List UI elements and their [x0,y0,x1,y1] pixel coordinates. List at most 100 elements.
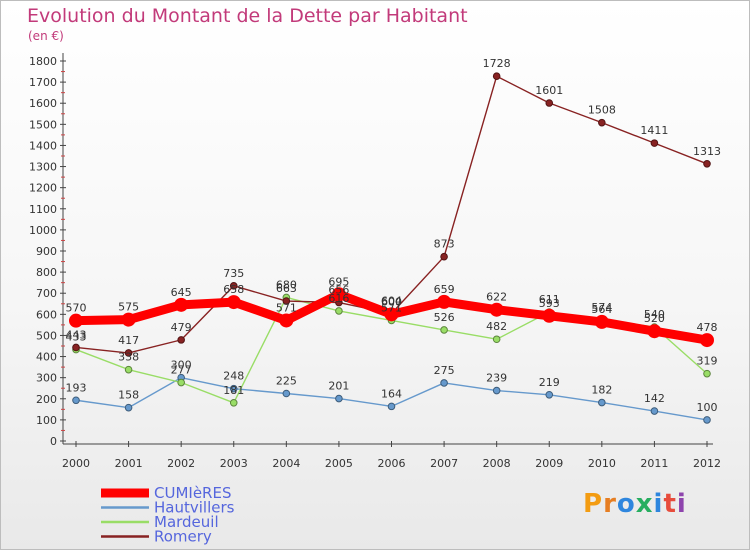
data-label: 275 [434,364,455,377]
y-tick-label: 1600 [29,97,57,110]
logo-letter: r [603,489,617,519]
data-point [647,324,662,339]
data-point [335,307,343,315]
data-label: 443 [66,328,87,341]
data-point [331,287,346,302]
data-label: 1728 [483,57,511,70]
data-label: 158 [118,389,139,402]
y-tick-label: 1200 [29,182,57,195]
data-label: 225 [276,375,297,388]
data-point [177,336,185,344]
data-label: 564 [591,303,612,316]
data-label: 482 [486,320,507,333]
data-label: 611 [539,293,560,306]
y-tick-label: 1100 [29,203,57,216]
data-label: 571 [276,301,297,314]
y-tick-label: 1400 [29,139,57,152]
y-tick-label: 800 [36,266,57,279]
data-point [124,365,133,374]
x-tick-label: 2001 [115,457,143,470]
legend-label: Mardeuil [154,513,219,531]
data-label: 659 [434,283,455,296]
x-tick-label: 2002 [167,457,195,470]
data-label: 1313 [693,145,721,158]
data-point [174,297,189,312]
data-label: 574 [591,301,612,314]
data-label: 593 [539,297,560,310]
data-label: 1508 [588,104,616,117]
x-tick-label: 2010 [588,457,616,470]
proxiti-logo: Proxiti [583,489,687,519]
data-label: 479 [171,321,192,334]
data-point [650,407,659,415]
data-point [545,99,554,107]
data-point [229,398,238,407]
data-point [598,118,606,127]
data-label: 248 [223,370,244,383]
data-label: 600 [381,295,402,308]
data-point [489,302,504,317]
data-point [492,72,501,80]
data-point [279,313,294,328]
data-label: 100 [697,401,718,414]
legend-label: CUMIèRES [154,484,231,502]
data-label: 164 [381,387,402,400]
data-label: 417 [118,334,139,347]
legend-label: Romery [154,528,212,546]
x-tick-label: 2003 [220,457,248,470]
data-point [650,139,659,147]
y-tick-label: 400 [36,351,57,364]
data-label: 540 [644,308,665,321]
data-point [545,390,554,399]
x-tick-label: 2007 [430,457,458,470]
x-tick-label: 2009 [535,457,563,470]
data-label: 239 [486,372,507,385]
y-tick-label: 900 [36,245,57,258]
data-label: 575 [118,301,139,314]
data-label: 277 [171,364,192,377]
data-point [177,378,185,387]
x-tick-label: 2005 [325,457,353,470]
logo-letter: i [653,489,664,519]
data-point [492,335,501,344]
data-point [440,326,448,334]
data-label: 658 [223,283,244,296]
legend-label: Hautvillers [154,499,235,517]
data-point [282,297,291,305]
y-tick-label: 300 [36,372,57,385]
data-point [703,369,711,378]
x-tick-label: 2004 [272,457,300,470]
x-tick-label: 2008 [483,457,511,470]
data-label: 478 [697,321,718,334]
data-point [69,313,83,328]
y-tick-label: 1500 [29,118,57,131]
data-point [440,379,448,387]
data-label: 319 [697,355,718,368]
data-label: 873 [434,238,455,251]
data-point [72,396,80,405]
data-label: 182 [591,384,612,397]
y-tick-label: 600 [36,308,57,321]
logo-letter: t [663,489,677,519]
chart-subtitle: (en €) [28,29,64,43]
y-tick-label: 200 [36,393,57,406]
chart-title: Evolution du Montant de la Dette par Hab… [27,5,468,27]
data-label: 571 [381,301,402,314]
data-point [282,389,291,398]
data-label: 193 [66,381,87,394]
logo-letter: o [616,489,636,519]
data-label: 338 [118,351,139,364]
data-point [542,308,557,323]
data-point [387,402,396,411]
data-label: 663 [276,282,297,295]
data-label: 735 [223,267,244,280]
data-label: 1601 [535,84,563,97]
data-point [384,307,399,322]
data-label: 433 [66,331,87,344]
y-tick-label: 1000 [29,224,57,237]
data-label: 656 [328,284,349,297]
data-label: 526 [434,311,455,324]
data-label: 300 [171,359,192,372]
data-point [440,252,448,261]
